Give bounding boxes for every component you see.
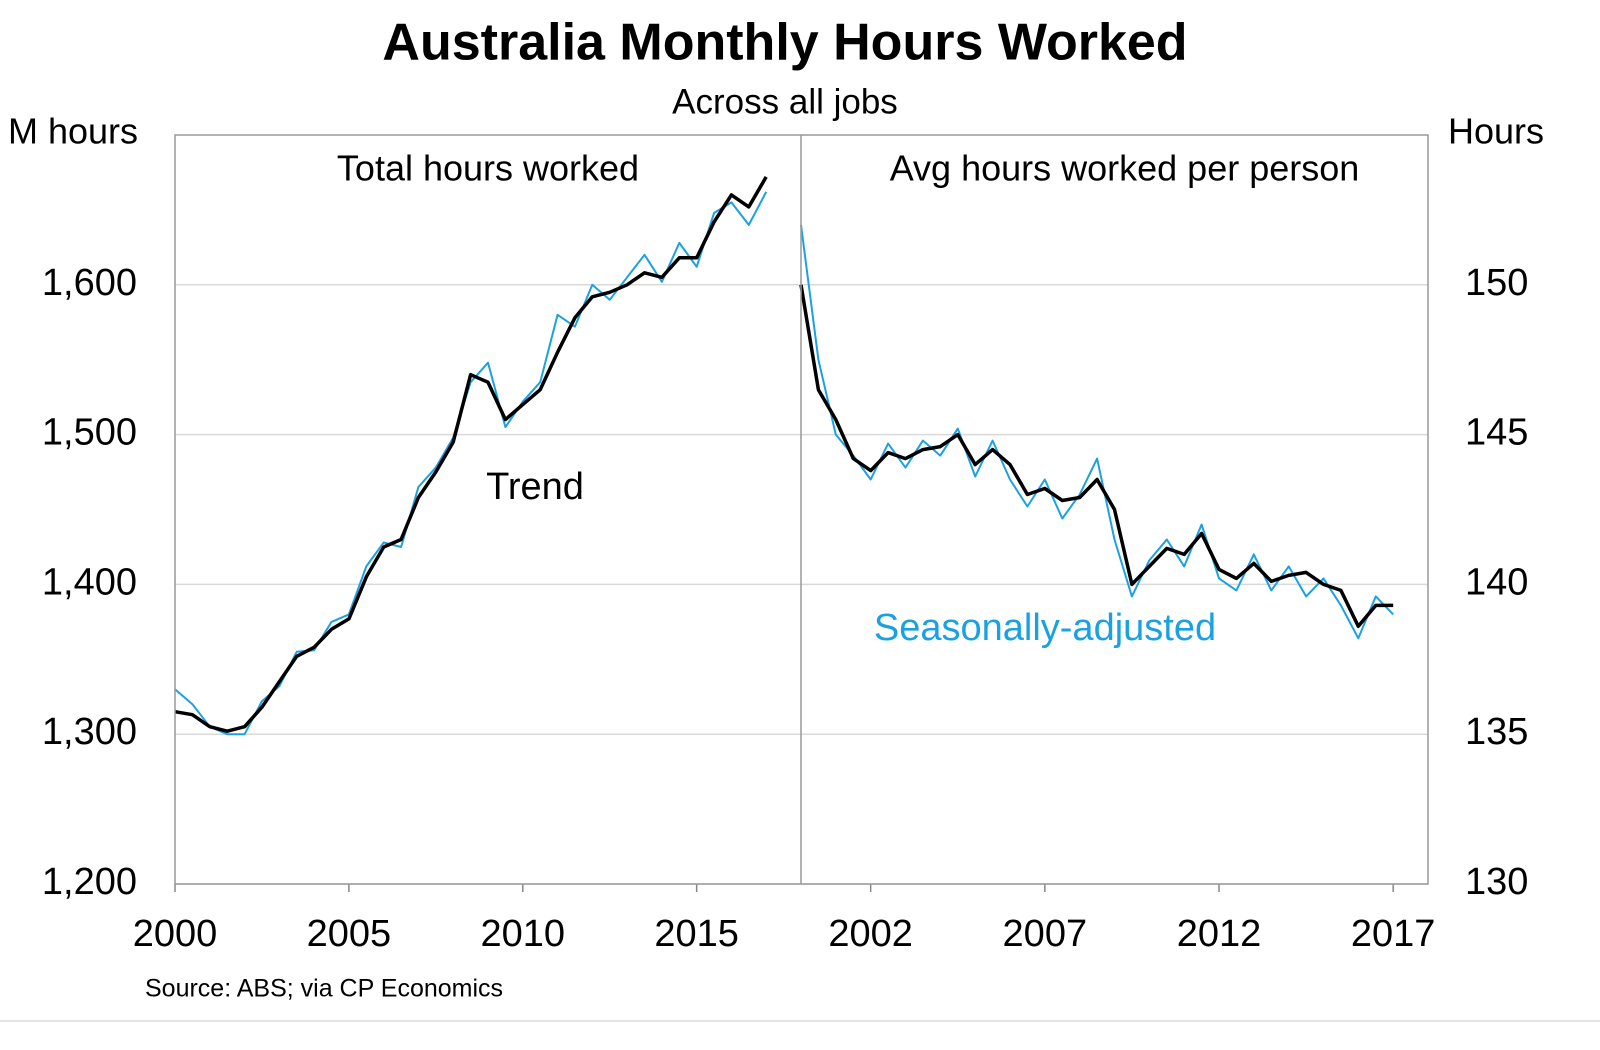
panel-title: Avg hours worked per person [890, 148, 1360, 189]
y-tick-label: 1,600 [42, 262, 137, 304]
y-tick-label: 1,400 [42, 561, 137, 603]
x-tick-label: 2015 [654, 913, 739, 955]
x-tick-label: 2017 [1351, 913, 1436, 955]
series-line [799, 284, 1394, 629]
source-note: Source: ABS; via CP Economics [145, 975, 503, 1003]
x-tick-label: 2010 [481, 913, 566, 955]
x-tick-label: 2007 [1003, 913, 1088, 955]
y-tick-label: 150 [1465, 262, 1528, 304]
y-axis-title: Hours [1448, 111, 1544, 152]
y-tick-label: 140 [1465, 561, 1528, 603]
x-tick-label: 2002 [828, 913, 913, 955]
series-line [174, 176, 768, 733]
y-axis-title: M hours [8, 111, 138, 152]
x-tick-label: 2012 [1177, 913, 1262, 955]
x-tick-label: 2005 [307, 913, 392, 955]
y-tick-label: 1,500 [42, 412, 137, 454]
x-tick-label: 2000 [133, 913, 218, 955]
series-label: Seasonally-adjusted [874, 607, 1216, 649]
y-tick-label: 145 [1465, 412, 1528, 454]
panel-title: Total hours worked [337, 148, 639, 189]
series-label: Trend [486, 466, 584, 508]
chart-subtitle: Across all jobs [672, 82, 898, 121]
y-tick-label: 1,300 [42, 711, 137, 753]
y-tick-label: 130 [1465, 861, 1528, 903]
series-line [800, 224, 1394, 640]
chart-title: Australia Monthly Hours Worked [382, 14, 1187, 72]
y-tick-label: 135 [1465, 711, 1528, 753]
y-tick-label: 1,200 [42, 861, 137, 903]
